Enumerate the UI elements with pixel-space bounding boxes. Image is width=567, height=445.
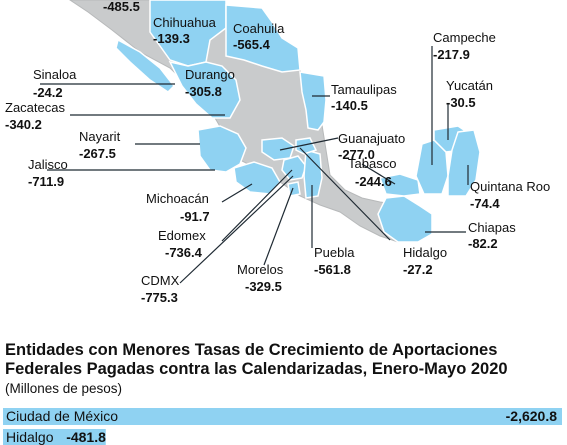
bar-category-label-2: Hidalgo	[6, 429, 54, 445]
label-name-guanajuato: Guanajuato	[338, 131, 405, 146]
label-name-sinaloa: Sinaloa	[33, 67, 77, 82]
label-name-tamaulipas: Tamaulipas	[331, 82, 397, 97]
label-name-puebla: Puebla	[314, 245, 355, 260]
label-name-chiapas: Chiapas	[468, 220, 516, 235]
leader-michoacan	[221, 183, 253, 203]
label-value-zacatecas: -340.2	[5, 117, 42, 132]
label-value-sinaloa: -24.2	[33, 85, 63, 100]
label-value-tamaulipas: -140.5	[331, 98, 368, 113]
chart-caption: Entidades con Menores Tasas de Crecimien…	[5, 341, 560, 397]
chart-subtitle: (Millones de pesos)	[5, 381, 123, 396]
label-name-morelos: Morelos	[237, 262, 284, 277]
state-shape-sinaloa	[115, 38, 175, 93]
label-value-cdmx: -775.3	[141, 290, 178, 305]
label-value-edomex: -736.4	[165, 245, 203, 260]
label-value-puebla: -561.8	[314, 262, 351, 277]
leader-edomex	[221, 169, 293, 242]
label-name-cdmx: CDMX	[141, 273, 180, 288]
bar-category-label-1: Ciudad de México	[6, 408, 118, 424]
label-value-campeche: -217.9	[433, 47, 470, 62]
state-shape-jalisco	[197, 125, 247, 173]
leader-hidalgo	[299, 147, 391, 241]
label-name-yucatan: Yucatán	[446, 78, 493, 93]
state-shape-coahuila	[225, 4, 301, 73]
label-value-durango: -305.8	[185, 84, 222, 99]
bar-1	[3, 408, 562, 425]
label-value-yucatan: -30.5	[446, 95, 476, 110]
state-shape-quintana-roo	[447, 129, 481, 197]
state-labels: -485.5 Chihuahua -139.3 Coahuila -565.4 …	[5, 0, 550, 305]
label-value-morelos: -329.5	[245, 279, 282, 294]
leader-tabasco	[361, 163, 396, 185]
label-value-coahuila: -565.4	[233, 37, 271, 52]
chart-title: Entidades con Menores Tasas de Crecimien…	[5, 341, 508, 378]
label-name-nayarit: Nayarit	[79, 129, 121, 144]
label-value-chiapas: -82.2	[468, 236, 498, 251]
label-name-edomex: Edomex	[158, 228, 206, 243]
state-shape-puebla	[303, 149, 323, 199]
label-name-chihuahua: Chihuahua	[153, 15, 217, 30]
label-name-hidalgo: Hidalgo	[403, 245, 447, 260]
state-shape-tabasco	[378, 173, 421, 197]
label-value-jalisco: -711.9	[28, 174, 64, 189]
label-value-guanajuato: -277.0	[338, 147, 375, 162]
label-name-campeche: Campeche	[433, 30, 496, 45]
state-shape-morelos	[287, 181, 301, 197]
label-name-jalisco: Jalisco	[28, 157, 68, 172]
leader-lines	[40, 46, 469, 284]
state-shape-chiapas	[377, 195, 433, 243]
leader-cdmx	[179, 175, 294, 284]
label-value-top-cut: -485.5	[103, 0, 140, 14]
bar-2	[3, 429, 106, 445]
label-value-quintana-roo: -74.4	[470, 196, 500, 211]
label-name-zacatecas: Zacatecas	[5, 100, 65, 115]
leader-morelos	[263, 187, 294, 266]
state-shape-durango	[168, 60, 241, 119]
label-value-tabasco: -244.6	[355, 174, 392, 189]
label-value-chihuahua: -139.3	[153, 31, 190, 46]
map-base-shapes	[69, 0, 481, 243]
label-value-michoacan: -91.7	[180, 209, 210, 224]
label-name-tabasco: Tabasco	[348, 156, 396, 171]
label-name-quintana-roo: Quintana Roo	[470, 179, 550, 194]
state-shape-hidalgo	[295, 137, 318, 155]
state-shape-tamaulipas	[299, 71, 327, 131]
label-name-michoacan: Michoacán	[146, 191, 209, 206]
label-name-coahuila: Coahuila	[233, 21, 285, 36]
bar-chart: Ciudad de México -2,620.8 Hidalgo -481.8	[3, 408, 562, 445]
label-value-hidalgo: -27.2	[403, 262, 433, 277]
label-name-durango: Durango	[185, 67, 235, 82]
leader-guanajuato	[279, 137, 339, 151]
label-value-nayarit: -267.5	[79, 146, 116, 161]
mexico-map: -485.5 Chihuahua -139.3 Coahuila -565.4 …	[5, 0, 550, 305]
bar-value-label-2: -481.8	[66, 429, 106, 445]
bar-value-label-1: -2,620.8	[506, 408, 558, 424]
